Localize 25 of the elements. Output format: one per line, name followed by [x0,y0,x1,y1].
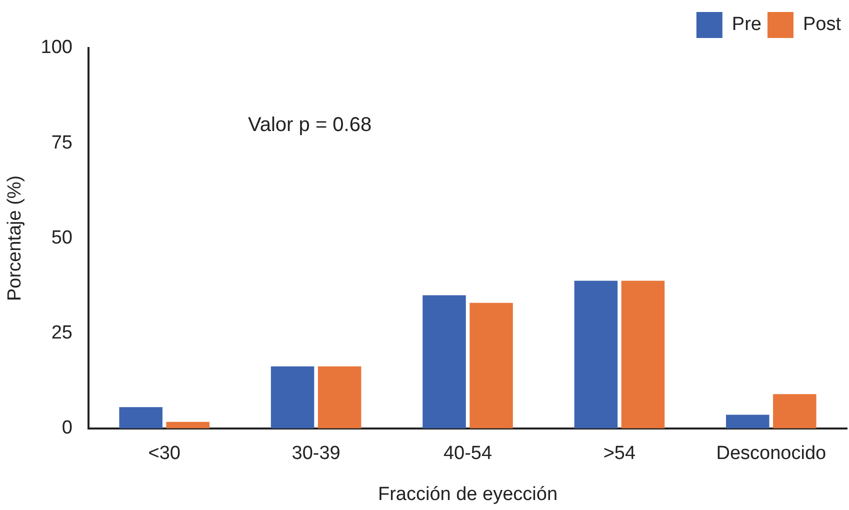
bar [726,414,770,428]
y-tick-label: 50 [51,227,72,248]
x-axis-title: Fracción de eyección [378,484,558,505]
bar [318,366,362,428]
bar [574,280,618,428]
legend-label: Pre [732,14,762,36]
y-tick-label: 0 [62,418,72,439]
bar [119,407,162,428]
bar [166,422,210,428]
annotation: Valor p = 0.68 [248,114,372,137]
x-tick-label: 30-39 [292,443,340,464]
x-tick-label: <30 [148,443,180,464]
y-tick-label: 25 [51,322,72,344]
legend-label: Post [802,14,842,36]
bar [773,394,816,428]
bar [470,302,513,428]
bar [270,366,314,428]
y-tick-label: 75 [51,132,72,154]
bar [422,295,466,428]
x-tick-label: 40-54 [443,443,492,464]
y-tick-label: 100 [40,37,72,58]
bar [621,280,665,428]
x-tick-label: Desconocido [716,443,826,464]
x-tick-label: >54 [603,443,636,464]
y-axis-title: Porcentaje (%) [4,175,26,302]
